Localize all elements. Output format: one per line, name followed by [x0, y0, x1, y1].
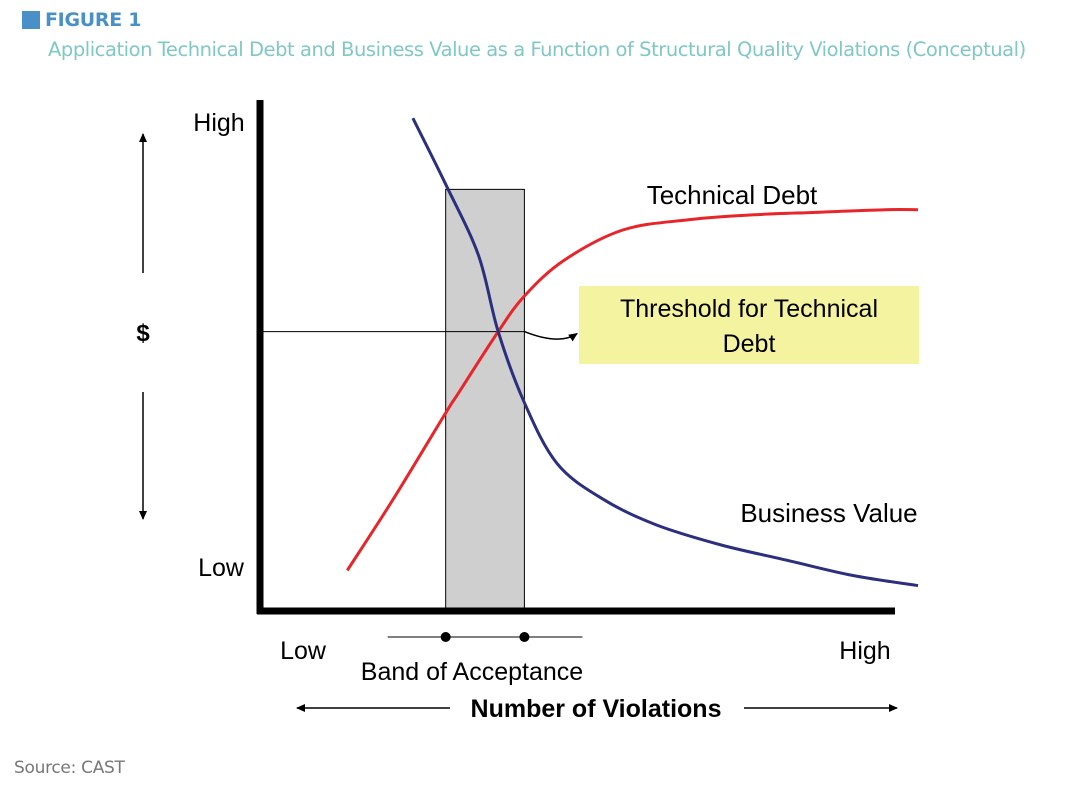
y-axis-title: $: [136, 320, 150, 347]
technical-debt-label: Technical Debt: [647, 180, 818, 210]
x-axis-title: Number of Violations: [471, 695, 722, 723]
technical-debt-line: [346, 208, 919, 572]
figure-marker: [22, 11, 40, 29]
x-high-label: High: [839, 637, 890, 665]
y-low-label: Low: [198, 554, 245, 582]
threshold-label-line1: Threshold for Technical: [620, 295, 878, 323]
figure-header: FIGURE 1: [22, 9, 141, 31]
band-of-acceptance-label: Band of Acceptance: [361, 658, 583, 686]
figure-caption: Application Technical Debt and Business …: [48, 38, 1026, 61]
business-value-label: Business Value: [740, 498, 917, 528]
figure-label: FIGURE 1: [45, 9, 142, 31]
band-start-marker: [440, 632, 451, 642]
source-note: Source: CAST: [14, 758, 125, 778]
threshold-pointer-arrow: [524, 330, 578, 342]
band-of-acceptance-region: [445, 188, 525, 612]
x-low-label: Low: [280, 637, 327, 665]
threshold-label-line2: Debt: [723, 330, 776, 358]
business-value-line: [411, 117, 919, 588]
y-high-label: High: [193, 109, 244, 137]
threshold-callout-box: [579, 286, 919, 364]
band-end-marker: [519, 632, 530, 642]
